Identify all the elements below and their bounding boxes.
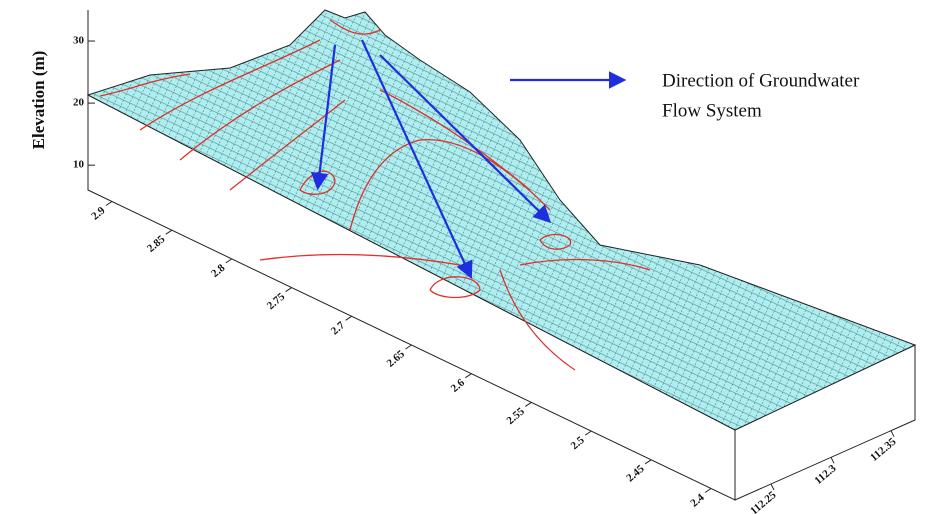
x-tick-label: 2.5: [569, 434, 588, 452]
x-tick: [165, 229, 173, 235]
y-tick: [770, 483, 775, 491]
x-tick-label: 2.6: [449, 376, 468, 394]
x-tick-label: 2.75: [265, 290, 288, 312]
x-tick: [525, 401, 532, 407]
x-tick: [465, 373, 472, 379]
x-tick: [584, 430, 592, 436]
x-tick: [644, 459, 652, 465]
z-tick-label: 30: [73, 35, 85, 47]
z-tick-label: 10: [73, 159, 85, 171]
x-tick: [225, 258, 233, 264]
z-axis-label: Elevation (m): [29, 51, 48, 150]
y-tick: [890, 430, 895, 437]
legend-line: Flow System: [662, 100, 762, 121]
x-tick-label: 2.45: [624, 463, 647, 485]
legend-line: Direction of Groundwater: [662, 70, 860, 91]
x-tick-label: 2.9: [89, 204, 108, 222]
x-tick-label: 2.85: [145, 233, 168, 255]
x-tick: [405, 344, 412, 350]
x-tick: [105, 201, 113, 206]
x-tick-label: 2.7: [329, 319, 348, 337]
x-tick: [345, 315, 352, 321]
x-tick: [704, 488, 712, 493]
z-tick-label: 20: [73, 97, 85, 109]
surface: [86, 9, 917, 431]
contours: [99, 19, 651, 371]
y-tick-label: 112.3: [812, 462, 839, 487]
x-tick-label: 2.55: [504, 405, 527, 427]
x-tick-label: 2.4: [688, 491, 707, 509]
x-tick-label: 2.8: [209, 262, 228, 280]
x-tick-label: 2.65: [385, 348, 408, 370]
y-tick: [830, 457, 835, 464]
x-tick: [285, 287, 292, 293]
y-tick-label: 112.35: [868, 435, 899, 464]
flow-arrows: [310, 39, 627, 279]
